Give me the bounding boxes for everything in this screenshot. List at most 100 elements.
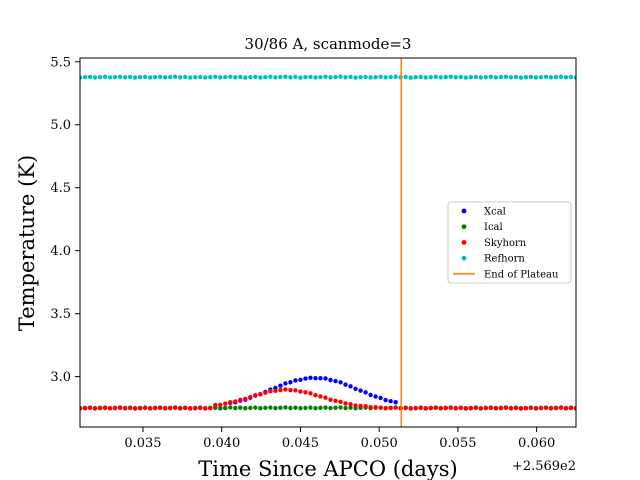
point-skyhorn	[162, 406, 168, 411]
point-refhorn	[137, 75, 143, 80]
point-skyhorn	[218, 402, 223, 408]
point-refhorn	[393, 74, 398, 79]
point-xcal	[353, 386, 358, 392]
point-skyhorn	[238, 397, 243, 402]
point-ical	[243, 406, 248, 411]
point-refhorn	[213, 74, 218, 80]
point-refhorn	[293, 74, 298, 80]
point-skyhorn	[283, 387, 288, 392]
point-skyhorn	[132, 406, 138, 411]
point-skyhorn	[142, 405, 148, 411]
point-skyhorn	[298, 389, 303, 394]
point-ical	[248, 405, 253, 411]
point-refhorn	[172, 74, 178, 79]
point-refhorn	[408, 75, 413, 80]
axes: 0.035 0.040 0.045 0.050 0.055 0.060 3.0 3.5 4.0 4…	[50, 55, 577, 451]
point-skyhorn	[513, 405, 519, 411]
point-refhorn	[323, 74, 328, 80]
point-refhorn	[248, 75, 253, 80]
point-refhorn	[428, 74, 433, 80]
point-refhorn	[80, 75, 83, 80]
point-refhorn	[493, 75, 499, 80]
point-skyhorn	[358, 403, 363, 409]
point-skyhorn	[167, 405, 173, 411]
point-refhorn	[403, 74, 408, 80]
point-ical	[308, 405, 313, 410]
point-skyhorn	[553, 405, 559, 411]
point-refhorn	[543, 74, 549, 80]
point-skyhorn	[193, 405, 198, 411]
point-skyhorn	[563, 406, 569, 411]
point-refhorn	[223, 74, 228, 80]
point-skyhorn	[333, 398, 338, 403]
point-skyhorn	[80, 406, 83, 411]
point-refhorn	[348, 74, 353, 80]
point-xcal	[348, 384, 353, 389]
point-skyhorn	[253, 393, 258, 398]
point-skyhorn	[308, 391, 313, 396]
legend-marker-refhorn	[461, 255, 467, 261]
point-skyhorn	[92, 406, 98, 411]
point-skyhorn	[107, 406, 113, 411]
point-skyhorn	[343, 401, 348, 406]
point-skyhorn	[318, 394, 323, 399]
point-refhorn	[188, 75, 193, 80]
point-refhorn	[238, 74, 243, 80]
point-skyhorn	[498, 405, 504, 411]
point-xcal	[338, 380, 343, 385]
point-refhorn	[448, 74, 453, 79]
point-refhorn	[263, 74, 268, 80]
point-ical	[348, 405, 353, 410]
point-refhorn	[157, 74, 163, 80]
point-xcal	[358, 388, 363, 393]
point-refhorn	[453, 75, 458, 80]
point-refhorn	[298, 75, 303, 80]
point-refhorn	[283, 74, 288, 79]
point-refhorn	[523, 75, 529, 80]
point-skyhorn	[102, 405, 108, 411]
point-skyhorn	[403, 405, 408, 411]
point-skyhorn	[413, 405, 418, 411]
point-skyhorn	[328, 397, 333, 402]
point-refhorn	[178, 75, 183, 80]
point-refhorn	[122, 75, 128, 80]
point-refhorn	[97, 74, 103, 80]
point-skyhorn	[453, 406, 458, 411]
point-ical	[238, 405, 243, 410]
point-skyhorn	[248, 394, 253, 400]
chart-title: 30/86 A, scanmode=3	[245, 35, 412, 53]
point-refhorn	[343, 75, 348, 80]
point-skyhorn	[323, 395, 328, 400]
point-refhorn	[573, 75, 576, 80]
point-xcal	[303, 376, 308, 381]
plot-area	[80, 58, 576, 427]
point-refhorn	[152, 74, 158, 80]
point-ical	[333, 405, 338, 410]
point-refhorn	[413, 75, 418, 80]
point-refhorn	[503, 74, 509, 79]
point-refhorn	[117, 74, 123, 79]
point-skyhorn	[273, 388, 278, 394]
point-skyhorn	[493, 406, 499, 411]
point-xcal	[278, 383, 283, 388]
point-refhorn	[418, 74, 423, 80]
point-refhorn	[568, 74, 574, 80]
point-ical	[273, 405, 278, 411]
point-ical	[328, 405, 333, 411]
point-refhorn	[233, 75, 238, 80]
point-refhorn	[553, 74, 559, 80]
x-tick-label: 0.055	[439, 436, 476, 451]
y-tick-label: 4.5	[50, 181, 71, 196]
point-skyhorn	[383, 406, 388, 411]
point-skyhorn	[172, 405, 178, 410]
point-refhorn	[112, 74, 118, 80]
point-refhorn	[498, 74, 504, 80]
point-refhorn	[198, 74, 203, 80]
legend-label: Skyhorn	[484, 238, 527, 249]
point-skyhorn	[458, 405, 463, 411]
point-xcal	[333, 378, 338, 384]
point-refhorn	[373, 74, 378, 80]
point-refhorn	[458, 74, 463, 80]
point-skyhorn	[82, 405, 88, 411]
